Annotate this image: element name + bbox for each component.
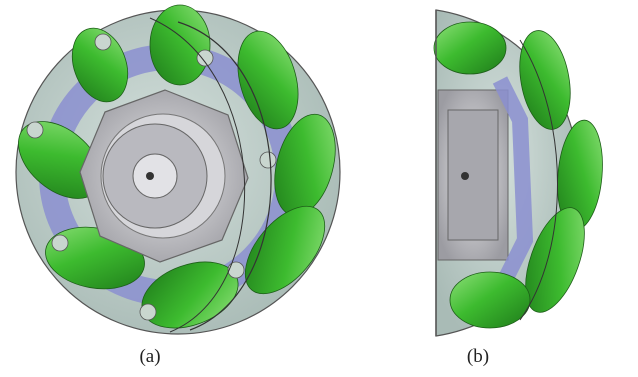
wheel-front-view <box>4 5 346 340</box>
caption: (a) <box>139 346 160 367</box>
figure: (a) (b) <box>0 0 638 377</box>
caption: (b) <box>467 346 489 367</box>
wheel-side-view <box>434 10 607 336</box>
page: (a) (b) (() => { const data = JSON.parse… <box>0 0 638 377</box>
